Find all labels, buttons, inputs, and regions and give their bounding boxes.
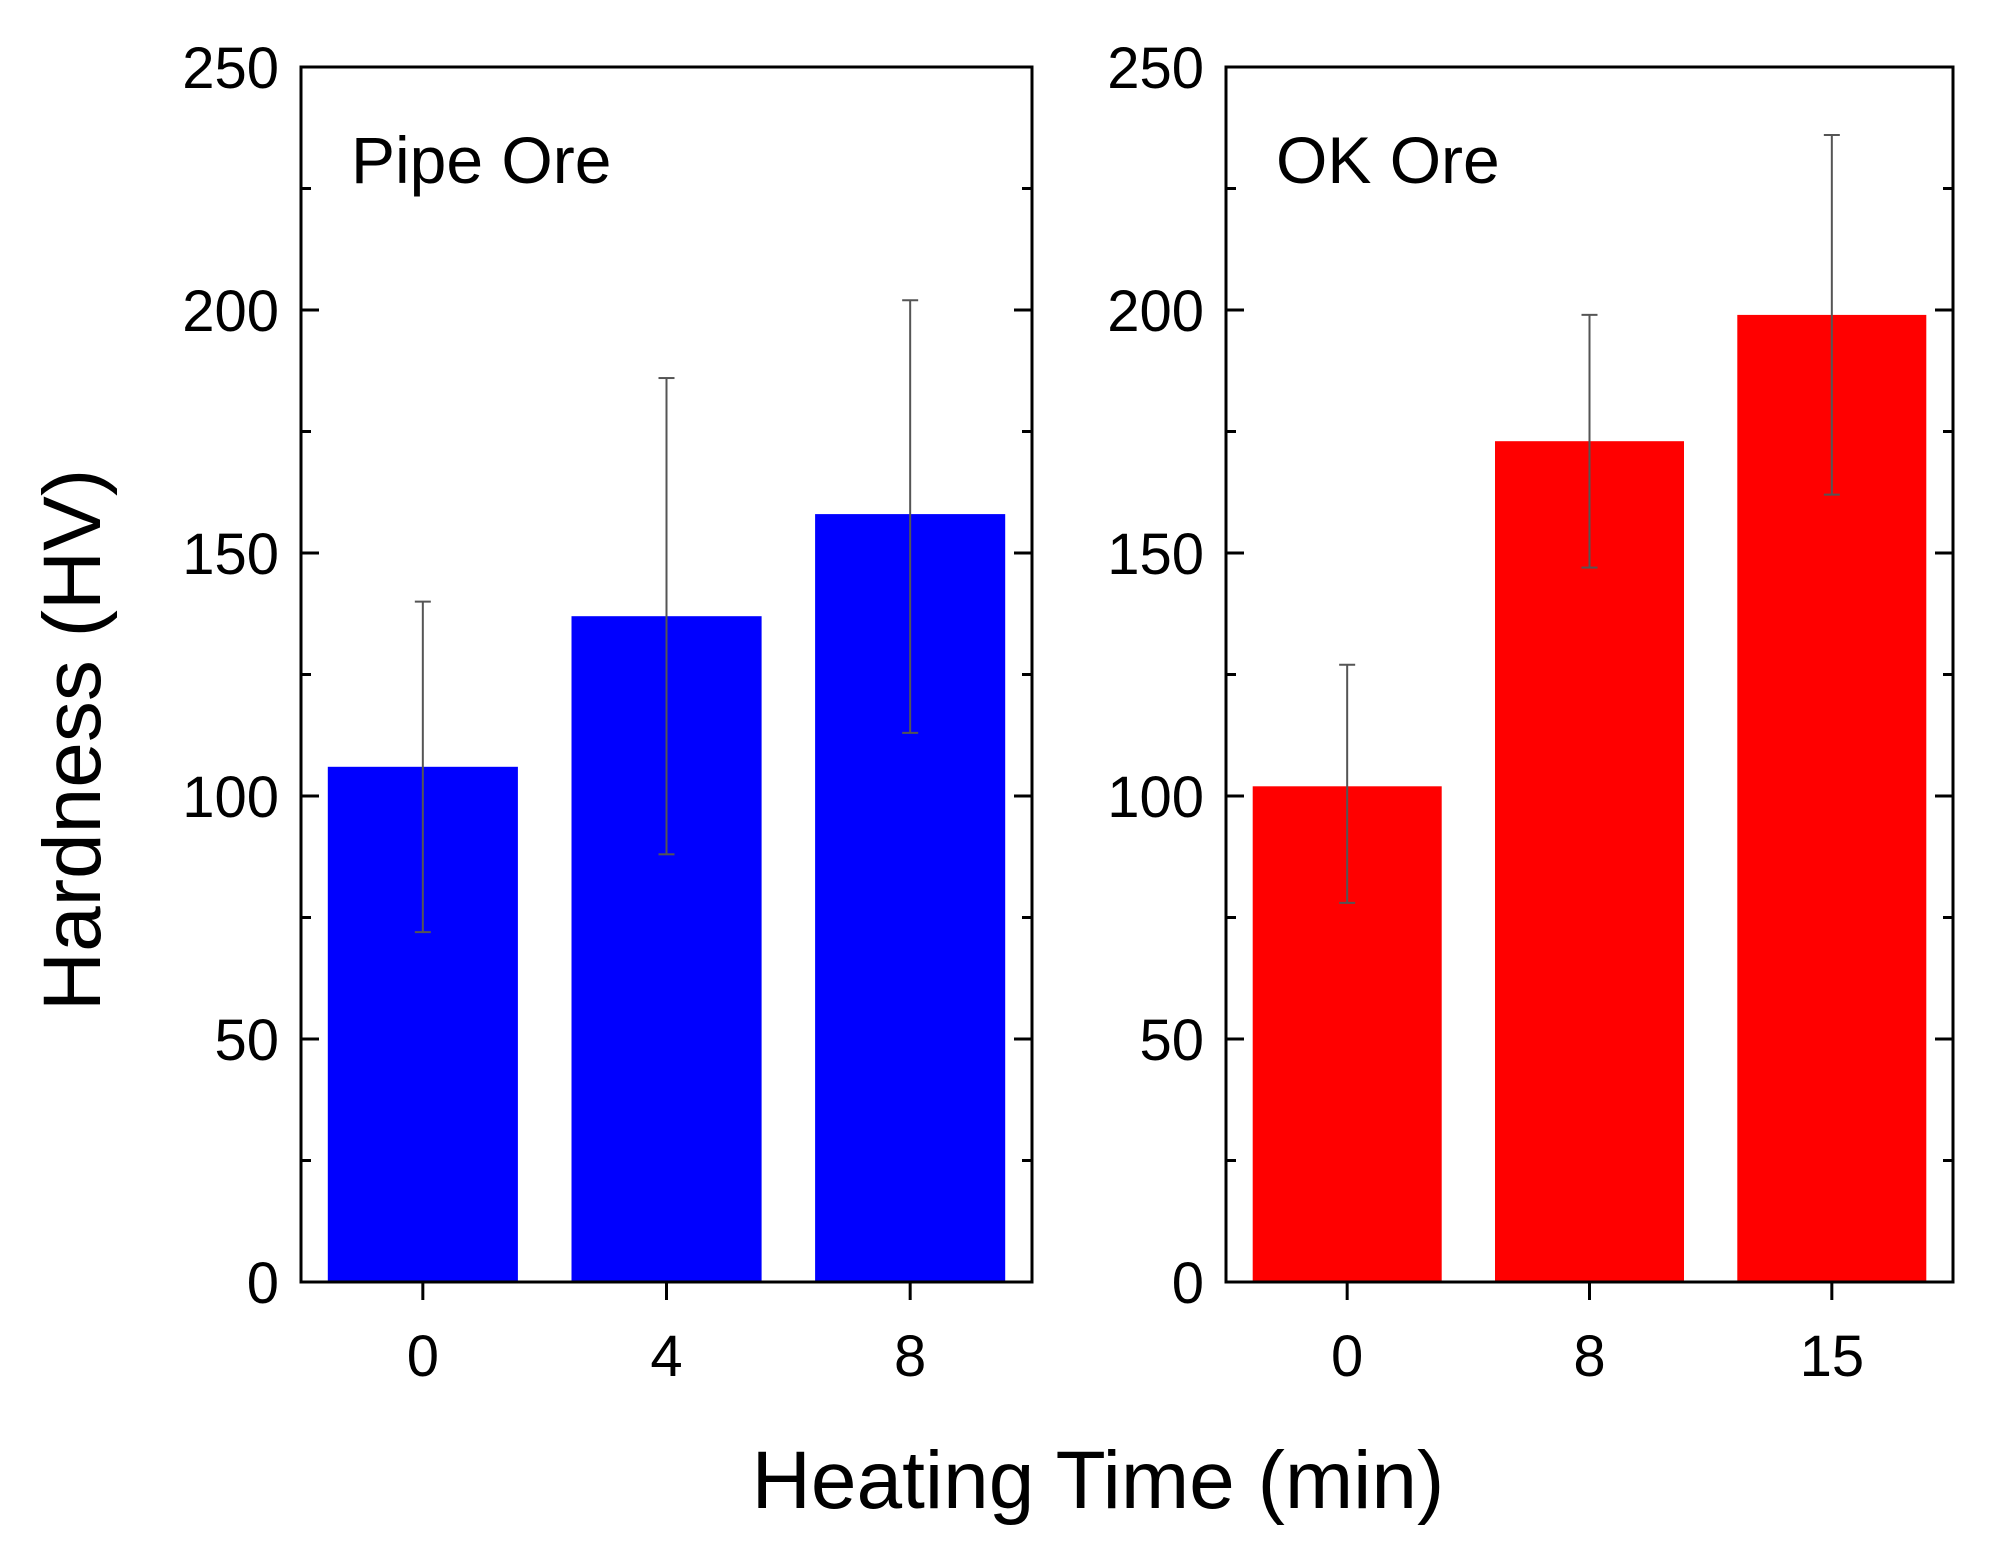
error-bar-0 bbox=[414, 600, 431, 934]
bar-1 bbox=[1495, 441, 1684, 1282]
y-tick-label: 50 bbox=[214, 1008, 279, 1073]
y-tick-label: 150 bbox=[182, 522, 279, 587]
x-tick-label: 15 bbox=[1800, 1324, 1865, 1389]
error-bar-2 bbox=[902, 299, 919, 734]
x-tick-label: 0 bbox=[1331, 1324, 1363, 1389]
x-tick-label: 0 bbox=[407, 1324, 439, 1389]
x-tick-label: 8 bbox=[1573, 1324, 1605, 1389]
y-tick-label: 250 bbox=[182, 36, 279, 101]
x-axis-label: Heating Time (min) bbox=[752, 1435, 1445, 1526]
y-tick-label: 0 bbox=[1172, 1251, 1204, 1316]
y-tick-label: 0 bbox=[247, 1251, 279, 1316]
error-bar-1 bbox=[1581, 313, 1598, 569]
panel-ok-ore: 0 50 100 150 200 250 0 8 15 OK Ore bbox=[1107, 36, 1955, 1389]
x-tick-label: 4 bbox=[650, 1324, 682, 1389]
panel-title: OK Ore bbox=[1276, 123, 1500, 197]
error-bar-0 bbox=[1339, 663, 1356, 904]
y-tick-label: 200 bbox=[182, 279, 279, 344]
y-tick-label: 250 bbox=[1107, 36, 1204, 101]
error-bar-1 bbox=[658, 377, 675, 856]
y-tick-label: 50 bbox=[1139, 1008, 1204, 1073]
y-tick-label: 100 bbox=[182, 765, 279, 830]
x-tick-label: 8 bbox=[894, 1324, 926, 1389]
panel-title: Pipe Ore bbox=[351, 123, 611, 197]
y-tick-label: 200 bbox=[1107, 279, 1204, 344]
panel-pipe-ore: 0 50 100 150 200 250 0 4 8 Pipe Ore bbox=[182, 36, 1034, 1389]
error-bar-2 bbox=[1823, 134, 1840, 496]
y-axis-label: Hardness (HV) bbox=[27, 469, 118, 1011]
y-tick-label: 100 bbox=[1107, 765, 1204, 830]
y-tick-label: 150 bbox=[1107, 522, 1204, 587]
